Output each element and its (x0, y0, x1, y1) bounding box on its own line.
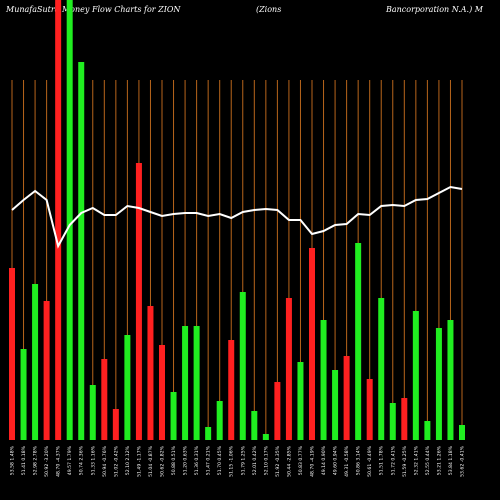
bar (285, 298, 292, 440)
bar (193, 326, 200, 440)
bar (89, 385, 96, 440)
x-tick-label: 50.92 -3.20% (44, 445, 50, 476)
x-tick-label: 50.88 0.51% (171, 445, 177, 475)
chart-title: Bancorporation N.A.) M (385, 5, 484, 14)
bar (355, 243, 362, 440)
x-tick-label: 49.14 0.90% (321, 445, 327, 475)
x-tick-label: 49.60 0.94% (333, 445, 339, 475)
bar (297, 362, 304, 440)
bar (9, 268, 15, 440)
bar (424, 421, 431, 440)
bar (332, 370, 339, 440)
bar (66, 0, 73, 440)
x-tick-label: 53.21 1.26% (436, 445, 442, 475)
x-tick-label: 50.62 -0.82% (160, 445, 166, 476)
bar (401, 398, 408, 440)
bar (343, 356, 350, 440)
x-tick-label: 51.47 0.21% (206, 445, 212, 475)
x-tick-label: 51.59 -0.25% (402, 445, 408, 476)
bar (389, 403, 396, 440)
x-tick-label: 50.44 -2.85% (286, 445, 292, 476)
x-tick-label: 51.36 0.31% (194, 445, 200, 475)
chart-title: MunafaSutra Money Flow Charts for ZION (5, 5, 181, 14)
x-tick-label: 50.86 3.14% (356, 445, 362, 475)
x-tick-label: 50.94 -0.76% (102, 445, 108, 476)
x-tick-label: 52.01 0.42% (252, 445, 258, 475)
x-tick-label: 50.74 2.36% (79, 445, 85, 475)
x-tick-label: 51.92 -0.35% (275, 445, 281, 476)
x-tick-label: 52.10 2.12% (125, 445, 131, 475)
bar (170, 392, 177, 440)
bar (147, 306, 154, 440)
x-tick-label: 52.55 0.44% (425, 445, 431, 475)
x-tick-label: 51.04 -0.87% (148, 445, 154, 476)
price-line (11, 185, 463, 249)
bar (309, 248, 315, 440)
bar (112, 409, 119, 440)
x-tick-label: 51.15 -1.06% (229, 445, 235, 476)
bar (159, 345, 165, 440)
x-tick-label: 50.83 0.77% (298, 445, 304, 475)
bar (101, 359, 108, 440)
bar (274, 382, 281, 440)
bar (32, 284, 39, 440)
x-tick-label: 53.58 1.48% (10, 445, 16, 475)
bar (262, 434, 269, 440)
x-tick-label: 51.51 1.78% (379, 445, 385, 475)
bar (447, 320, 454, 440)
bar (216, 401, 223, 440)
chart-title: (Zions (256, 5, 281, 14)
x-tick-label: 49.57 1.79% (67, 445, 73, 475)
bar (239, 292, 246, 440)
x-tick-label: 51.02 -0.42% (113, 445, 119, 476)
x-tick-label: 52.10 0.17% (263, 445, 269, 475)
x-tick-label: 52.32 1.41% (413, 445, 419, 475)
x-tick-label: 53.84 1.18% (448, 445, 454, 475)
x-tick-label: 48.70 -4.19% (310, 445, 316, 476)
bar (378, 298, 385, 440)
bar (412, 311, 419, 440)
x-tick-label: 51.49 -1.17% (136, 445, 142, 476)
bar (55, 0, 62, 440)
x-tick-label: 53.62 -0.41% (460, 445, 466, 476)
x-tick-label: 50.61 -0.49% (367, 445, 373, 476)
bar (435, 328, 442, 440)
bar (320, 320, 327, 440)
bar (182, 326, 189, 440)
x-tick-label: 51.70 0.45% (217, 445, 223, 475)
bar (459, 425, 465, 440)
x-tick-label: 52.98 2.78% (33, 445, 39, 475)
bar (228, 340, 235, 440)
x-tick-label: 51.72 0.41% (390, 445, 396, 475)
bar (124, 335, 131, 440)
x-tick-label: 49.31 -0.58% (344, 445, 350, 476)
bar (78, 62, 85, 440)
x-tick-label: 51.33 1.16% (90, 445, 96, 475)
bar (20, 349, 27, 440)
x-tick-label: 51.79 1.25% (240, 445, 246, 475)
x-tick-label: 51.41 0.18% (21, 445, 27, 475)
bar (205, 427, 212, 440)
bar (135, 163, 142, 440)
bar (251, 411, 258, 440)
x-tick-label: 51.20 0.63% (183, 445, 189, 475)
x-tick-label: 48.70 -4.37% (56, 445, 62, 476)
bar (43, 301, 50, 440)
bar (366, 379, 373, 440)
